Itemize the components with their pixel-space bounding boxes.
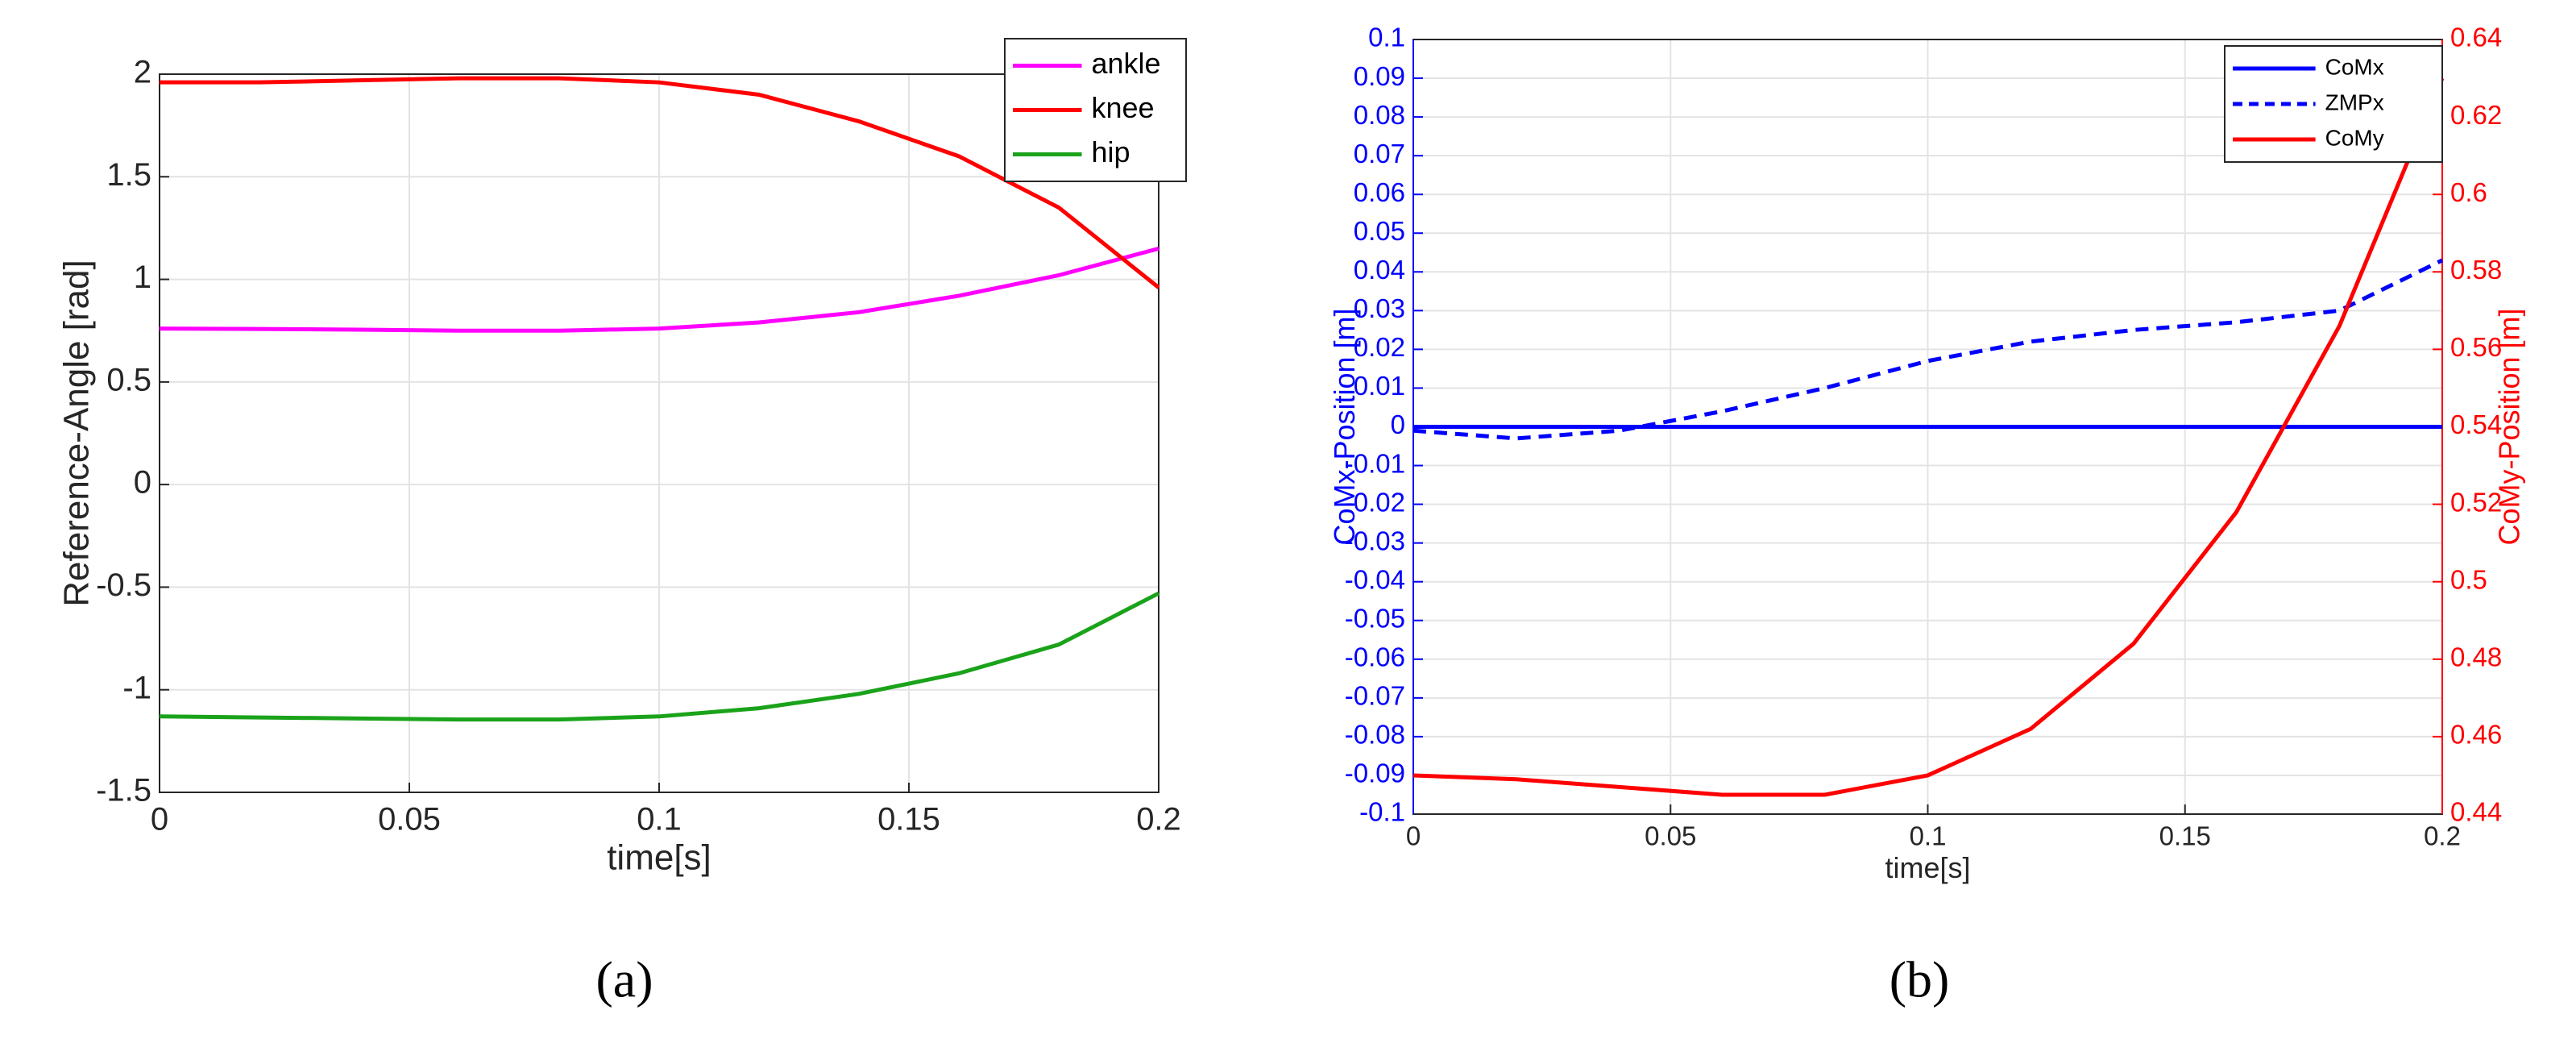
- y-tick-label: -0.02: [1345, 487, 1405, 517]
- chart: 0 0.05 0.1 0.15 0.2 -0.1 -0.09 -0.08 -0.07 -0.06 -…: [1328, 23, 2525, 1008]
- legend-label: CoMx: [2325, 54, 2384, 79]
- y2-tick-label: 0.62: [2450, 100, 2502, 130]
- x-tick-label: 0.05: [1645, 821, 1696, 850]
- series-line: [1412, 77, 2445, 797]
- series-line: [160, 76, 1160, 289]
- y-tick-label: -0.1: [1359, 797, 1405, 827]
- y-tick-label: -1.5: [96, 773, 151, 808]
- legend-label: ZMPx: [2325, 89, 2384, 114]
- series-line: [1412, 258, 2444, 441]
- y2-tick-label: 0.5: [2450, 564, 2487, 594]
- x-tick-label: 0.15: [877, 802, 940, 837]
- y2-axis-label: CoMy-Position [m]: [2492, 308, 2525, 545]
- legend-label: hip: [1092, 135, 1130, 168]
- x-tick-label: 0.15: [2159, 821, 2211, 850]
- y2-tick-label: 0.52: [2450, 487, 2502, 517]
- y-tick-label: 0.09: [1354, 61, 1405, 91]
- x-tick-label: 0.2: [2424, 821, 2461, 850]
- y2-tick-label: 0.46: [2450, 720, 2502, 750]
- y-tick-label: 0.02: [1354, 332, 1405, 362]
- y-tick-label: 0: [1391, 409, 1405, 439]
- y-axis-label: CoMx-Position [m]: [1328, 308, 1361, 545]
- axes-frame: [159, 73, 1159, 793]
- y-tick-label: -0.06: [1345, 642, 1405, 672]
- y2-tick-label: 0.6: [2450, 177, 2487, 207]
- y-tick-label: 1.5: [106, 157, 151, 193]
- y2-tick-label: 0.44: [2450, 797, 2502, 827]
- y-tick-label: -0.5: [96, 567, 151, 603]
- legend-label: CoMy: [2325, 125, 2384, 150]
- y-tick-label: 0.08: [1354, 100, 1405, 130]
- x-tick-label: 0.05: [378, 802, 441, 837]
- y-tick-label: 0.04: [1354, 255, 1405, 285]
- legend-label: knee: [1092, 91, 1155, 124]
- x-tick-label: 0: [151, 802, 168, 837]
- y-tick-label: -0.07: [1345, 681, 1405, 711]
- y-tick-label: -0.01: [1345, 448, 1405, 478]
- x-tick-label: 0.1: [637, 802, 682, 837]
- y-tick-label: -0.08: [1345, 720, 1405, 750]
- y-tick-label: -1: [122, 670, 151, 705]
- series-line: [159, 591, 1160, 722]
- y2-tick-label: 0.48: [2450, 642, 2502, 672]
- y-tick-label: -0.03: [1345, 526, 1405, 555]
- y2-tick-label: 0.64: [2450, 23, 2502, 52]
- legend-box: [2224, 45, 2443, 163]
- y-tick-label: 1: [134, 260, 151, 295]
- x-tick-label: 0.1: [1910, 821, 1947, 850]
- y-tick-label: 0.5: [106, 362, 151, 397]
- y-tick-label: 0.07: [1354, 139, 1405, 168]
- legend-label: ankle: [1092, 47, 1161, 80]
- x-tick-label: 0: [1406, 821, 1421, 850]
- y-tick-label: 2: [134, 55, 151, 90]
- y2-tick-label: 0.58: [2450, 255, 2502, 285]
- y-tick-label: 0.1: [1368, 23, 1405, 52]
- y-tick-label: -0.05: [1345, 603, 1405, 633]
- x-axis-label: time[s]: [1885, 851, 1970, 884]
- x-tick-label: 0.2: [1136, 802, 1181, 837]
- y-tick-label: 0.06: [1354, 177, 1405, 207]
- y-tick-label: 0.05: [1354, 216, 1405, 246]
- caption: (a): [595, 951, 653, 1008]
- y2-tick-label: 0.56: [2450, 332, 2502, 362]
- y2-tick-label: 0.54: [2450, 409, 2502, 439]
- chart: 0 0.05 0.1 0.15 0.2 -1.5 -1 -0.5 0 0.5 1 1.5 2 time[s…: [57, 38, 1187, 1008]
- caption: (b): [1889, 951, 1950, 1008]
- y-tick-label: -0.04: [1345, 564, 1405, 594]
- y-tick-label: 0.01: [1354, 371, 1405, 401]
- y-tick-label: -0.09: [1345, 758, 1405, 788]
- y-tick-label: 0.03: [1354, 293, 1405, 323]
- x-axis-label: time[s]: [607, 838, 711, 878]
- y-axis-label: Reference-Angle [rad]: [57, 260, 97, 606]
- y-tick-label: 0: [134, 465, 151, 501]
- series-line: [159, 246, 1159, 333]
